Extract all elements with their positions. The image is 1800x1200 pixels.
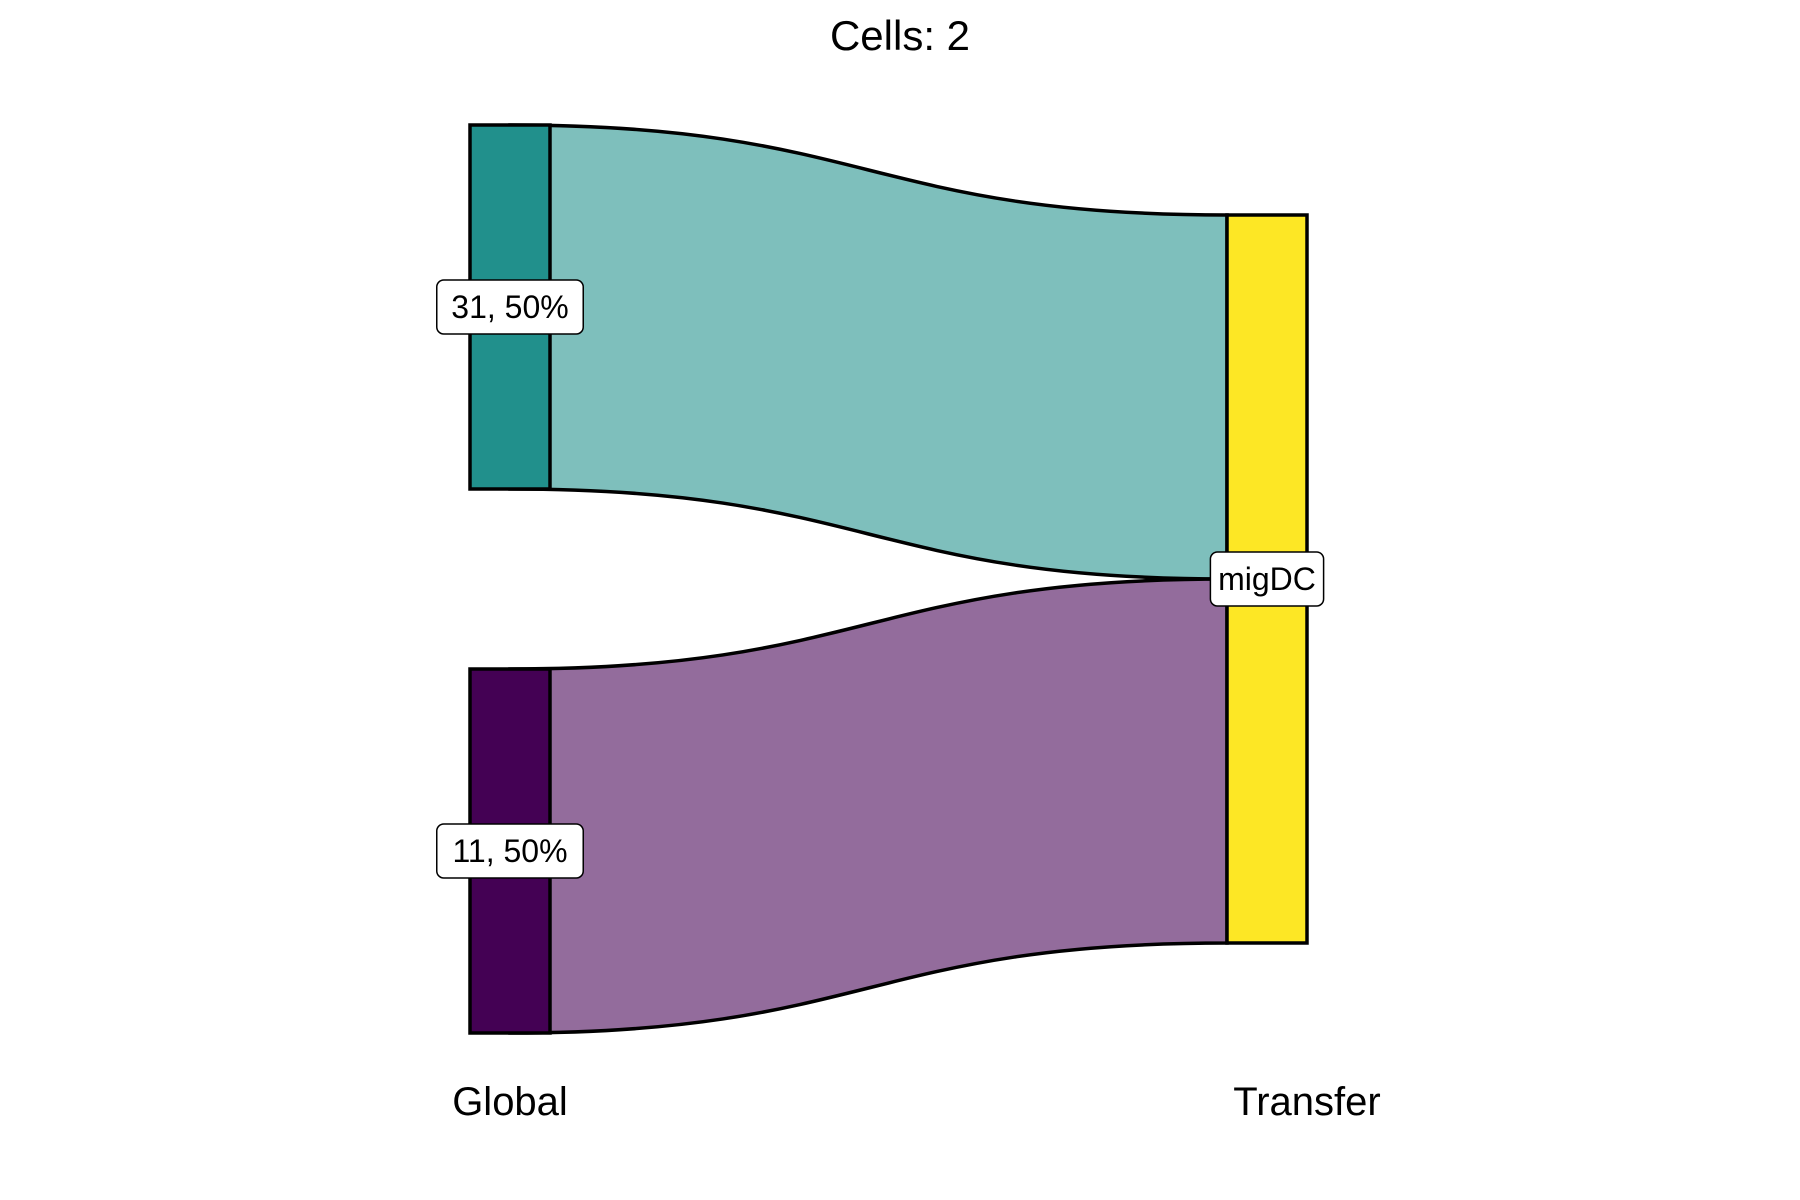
axis-labels: Global Transfer bbox=[452, 1080, 1381, 1124]
global-label-box-1 bbox=[436, 823, 584, 879]
flow-1 bbox=[508, 577, 1229, 1035]
transfer-stratum-label-0: migDC bbox=[1218, 561, 1316, 597]
labels-layer: 31, 50% 11, 50% migDC bbox=[436, 279, 1325, 879]
axis-label-transfer: Transfer bbox=[1233, 1080, 1380, 1124]
flows-layer bbox=[508, 123, 1229, 1035]
chart-title: Cells: 2 bbox=[830, 12, 970, 59]
global-stratum-label-1: 11, 50% bbox=[452, 833, 567, 869]
transfer-label-box-0 bbox=[1209, 551, 1325, 607]
global-label-box-0 bbox=[436, 279, 584, 335]
global-stratum-label-0: 31, 50% bbox=[451, 289, 568, 325]
flow-0 bbox=[508, 123, 1229, 581]
axis-label-global: Global bbox=[452, 1080, 568, 1124]
